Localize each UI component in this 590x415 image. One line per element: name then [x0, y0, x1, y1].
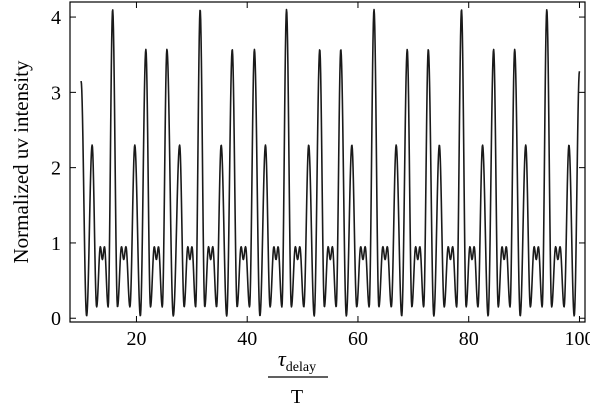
x-axis: 20 40 60 80 100: [126, 2, 590, 350]
x-tick-label: 40: [237, 328, 257, 350]
y-tick-label: 0: [51, 308, 61, 330]
y-axis-label: Normalized uv intensity: [9, 60, 33, 263]
x-tick-label: 100: [564, 328, 590, 350]
x-tick-label: 20: [126, 328, 146, 350]
y-tick-label: 3: [51, 82, 61, 104]
data-series: [80, 8, 581, 317]
y-axis: 0 1 2 3 4: [51, 7, 585, 330]
x-axis-label-subscript: delay: [286, 360, 316, 375]
y-tick-label: 4: [51, 7, 61, 29]
x-tick-label: 80: [459, 328, 479, 350]
x-axis-label: τdelay T: [268, 346, 328, 408]
x-axis-label-numerator: τdelay: [278, 346, 316, 375]
series-line: [80, 8, 581, 317]
y-tick-label: 1: [51, 233, 61, 255]
x-axis-label-symbol: τ: [278, 346, 287, 371]
y-tick-label: 2: [51, 158, 61, 180]
x-tick-label: 60: [348, 328, 368, 350]
x-axis-label-denominator: T: [291, 386, 303, 408]
plot-frame: [69, 1, 586, 323]
